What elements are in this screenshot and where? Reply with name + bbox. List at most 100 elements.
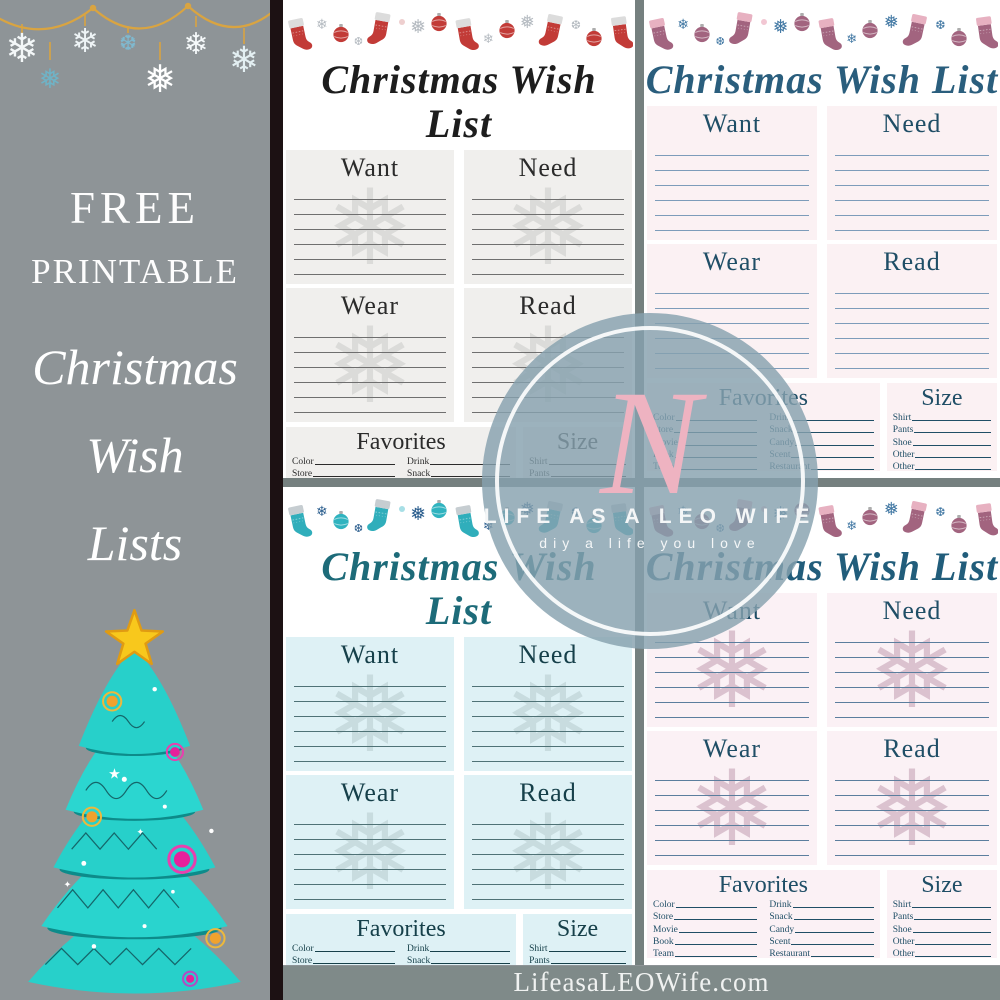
ornament-icon xyxy=(333,23,349,43)
writing-line xyxy=(294,732,446,747)
section-box-want: ❅Want xyxy=(286,150,454,284)
writing-line xyxy=(835,279,989,294)
writing-lines xyxy=(286,810,454,909)
field-line xyxy=(793,918,874,921)
svg-text:✦: ✦ xyxy=(136,828,144,838)
writing-line xyxy=(294,200,446,215)
section-row: ❅Wear❅Read xyxy=(283,775,635,909)
snowflake-icon: ❄ xyxy=(846,518,858,534)
stocking-icon xyxy=(365,10,397,48)
section-row: ❅Wear❅Read xyxy=(644,731,1000,865)
field: Drink xyxy=(407,455,511,468)
field-line xyxy=(791,943,874,945)
writing-line xyxy=(294,185,446,200)
sidebar: ❄ ❅ ❄ ❆ ❅ ❄ ❄ FREE PRINTABLE Christmas W… xyxy=(0,0,270,1000)
field-line xyxy=(313,962,396,965)
field-line xyxy=(792,906,874,909)
christmas-tree-icon: ★ ✦ ✦ xyxy=(28,608,241,994)
field-label: Other xyxy=(892,948,915,959)
writing-line xyxy=(472,687,624,702)
printable-label: PRINTABLE xyxy=(31,252,239,291)
section-title: Wear xyxy=(340,291,400,320)
field-line xyxy=(678,931,758,933)
writing-line xyxy=(294,840,446,855)
writing-line xyxy=(294,353,446,368)
stocking-icon xyxy=(727,10,759,48)
writing-line xyxy=(472,185,624,200)
snowflake-icon: ❆ xyxy=(353,521,363,535)
snowflake-icon: ❆ xyxy=(935,505,946,519)
field: Color xyxy=(292,942,396,954)
stocking-icon xyxy=(901,12,934,51)
field-line xyxy=(915,943,991,945)
writing-lines xyxy=(286,672,454,771)
watermark-title: LIFE AS A LEO WIFE xyxy=(483,505,817,528)
field: Restaurant xyxy=(769,947,874,959)
writing-line xyxy=(835,156,989,171)
writing-line xyxy=(655,231,809,240)
section-box-read: Read xyxy=(827,244,997,378)
stocking-icon xyxy=(605,14,633,51)
field-line xyxy=(674,918,758,921)
snowflake-icon: ❅ xyxy=(519,12,535,33)
field-label: Snack xyxy=(407,469,431,478)
script-title-line: Lists xyxy=(87,515,183,571)
writing-line xyxy=(835,201,989,216)
writing-line xyxy=(472,260,624,275)
field-label: Pants xyxy=(892,912,914,923)
field: Book xyxy=(653,935,758,947)
ornament-icon xyxy=(794,12,810,32)
field-line xyxy=(795,444,874,446)
writing-line xyxy=(472,672,624,687)
writing-lines xyxy=(647,141,817,240)
writing-line xyxy=(835,186,989,201)
writing-line xyxy=(472,717,624,732)
writing-line xyxy=(655,309,809,324)
watermark-monogram: N xyxy=(599,360,701,526)
field-label: Drink xyxy=(407,457,430,468)
field-line xyxy=(912,419,991,422)
template-title: Christmas Wish List xyxy=(321,57,597,146)
snowflake-icon: ❄ xyxy=(316,17,328,33)
footer-bar: LifeasaLEOWife.com xyxy=(283,966,1000,1000)
writing-lines xyxy=(827,141,997,240)
stocking-icon xyxy=(449,16,481,54)
field-label: Color xyxy=(292,457,314,468)
writing-line xyxy=(472,840,624,855)
snowflake-icon: ❆ xyxy=(715,34,725,48)
field: Pants xyxy=(529,954,626,965)
favorites-title: Favorites xyxy=(356,916,446,942)
writing-line xyxy=(655,673,809,688)
snowflake-watermark-icon: ❅ xyxy=(868,748,956,865)
stocking-banner: ❄ ❆ ❅ ❄ ❅ ❆ xyxy=(646,6,998,56)
writing-line xyxy=(835,339,989,354)
script-title-line: Christmas xyxy=(32,339,238,395)
ornament-icon xyxy=(431,12,447,32)
section-box-want: ❅Want xyxy=(286,637,454,771)
section-box-wear: ❅ Wear xyxy=(286,775,454,909)
field: Shoe xyxy=(893,922,991,935)
writing-line xyxy=(294,825,446,840)
field-label: Shirt xyxy=(529,944,548,955)
watermark-tagline: diy a life you love xyxy=(539,535,761,551)
writing-line xyxy=(835,673,989,688)
field: Candy xyxy=(769,922,874,935)
snowflake-icon: ❅ xyxy=(883,499,899,520)
field-line xyxy=(550,962,626,965)
writing-lines xyxy=(827,628,997,727)
writing-line xyxy=(835,141,989,156)
field-line xyxy=(548,950,626,953)
writing-line xyxy=(472,870,624,885)
snowflake-watermark-icon: ❅ xyxy=(504,792,592,909)
field-label: Drink xyxy=(407,944,430,955)
svg-text:❄: ❄ xyxy=(71,21,99,60)
writing-line xyxy=(655,826,809,841)
snowflake-icon: ❅ xyxy=(883,12,899,33)
field: Other xyxy=(893,448,991,460)
section-row: Want Need xyxy=(644,106,1000,240)
writing-line xyxy=(835,856,989,865)
stocking-icon xyxy=(970,14,998,51)
favorites-title: Favorites xyxy=(356,429,446,455)
ornament-icon xyxy=(431,499,447,519)
